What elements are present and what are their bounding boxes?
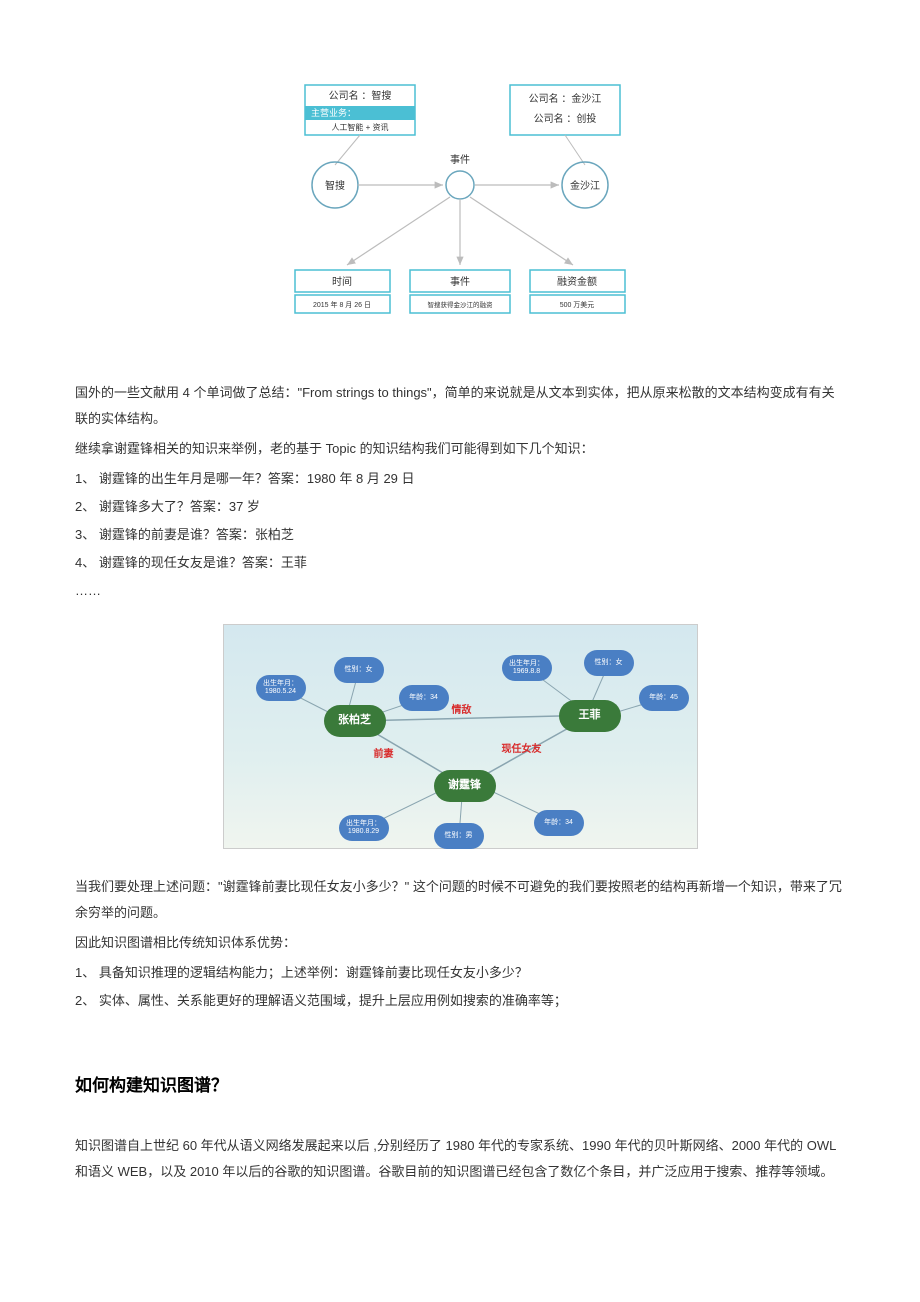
kg-node-xtf: 谢霆锋 xyxy=(434,770,496,802)
kg-node-xtf-age: 年龄：34 xyxy=(534,810,584,836)
d1-bm-value: 智搜获得金沙江的融资 xyxy=(428,300,494,309)
kg-node-zbz-birth: 出生年月： 1980.5.24 xyxy=(256,675,306,701)
d1-left-circle: 智搜 xyxy=(325,179,345,192)
kg-node-xtf-sex: 性别：男 xyxy=(434,823,484,849)
d1-right-circle: 金沙江 xyxy=(570,179,600,192)
paragraph-1: 国外的一些文献用 4 个单词做了总结："From strings to thin… xyxy=(75,380,845,432)
d1-br-title: 融资金额 xyxy=(557,275,597,288)
kg-edge-gf: 现任女友 xyxy=(502,740,542,760)
section-title: 如何构建知识图谱？ xyxy=(75,1069,845,1103)
kg-node-zbz-age: 年龄：34 xyxy=(399,685,449,711)
qa-item-1: 1、 谢霆锋的出生年月是哪一年？答案：1980 年 8 月 29 日 xyxy=(75,466,845,492)
d1-tl-line2: 主营业务： xyxy=(311,107,356,118)
qa-item-3: 3、 谢霆锋的前妻是谁？答案：张柏芝 xyxy=(75,522,845,548)
paragraph-4: 因此知识图谱相比传统知识体系优势： xyxy=(75,930,845,956)
advantage-2: 2、 实体、属性、关系能更好的理解语义范围域，提升上层应用例如搜索的准确率等； xyxy=(75,988,845,1014)
paragraph-5: 知识图谱自上世纪 60 年代从语义网络发展起来以后 ,分别经历了 1980 年代… xyxy=(75,1133,845,1185)
qa-item-4: 4、 谢霆锋的现任女友是谁？答案：王菲 xyxy=(75,550,845,576)
kg-edge-exwife: 前妻 xyxy=(374,745,394,765)
kg-node-xtf-birth: 出生年月： 1980.8.29 xyxy=(339,815,389,841)
event-diagram: 公司名 ：智搜 主营业务： 人工智能 + 资讯 公司名 ：金沙江 公司名 ：创投… xyxy=(75,80,845,330)
d1-bl-title: 时间 xyxy=(332,275,352,288)
qa-item-2: 2、 谢霆锋多大了？答案：37 岁 xyxy=(75,494,845,520)
advantage-1: 1、 具备知识推理的逻辑结构能力；上述举例：谢霆锋前妻比现任女友小多少？ xyxy=(75,960,845,986)
d1-tl-line3: 人工智能 + 资讯 xyxy=(331,122,388,132)
paragraph-3: 当我们要处理上述问题："谢霆锋前妻比现任女友小多少？" 这个问题的时候不可避免的… xyxy=(75,874,845,926)
kg-edge-rival: 情敌 xyxy=(452,701,472,721)
kg-node-wf-age: 年龄：45 xyxy=(639,685,689,711)
d1-tr-line2: 公司名 ：创投 xyxy=(534,112,597,125)
kg-node-wf: 王菲 xyxy=(559,700,621,732)
knowledge-graph-diagram: 张柏芝 王菲 谢霆锋 出生年月： 1980.5.24 性别：女 年龄：34 出生… xyxy=(75,624,845,849)
kg-node-zbz: 张柏芝 xyxy=(324,705,386,737)
kg-node-wf-birth: 出生年月： 1969.8.8 xyxy=(502,655,552,681)
kg-node-wf-sex: 性别：女 xyxy=(584,650,634,676)
kg-node-zbz-sex: 性别：女 xyxy=(334,657,384,683)
d1-tr-line1: 公司名 ：金沙江 xyxy=(529,92,602,105)
d1-bl-value: 2015 年 8 月 26 日 xyxy=(313,300,371,309)
d1-br-value: 500 万美元 xyxy=(560,300,595,309)
paragraph-2: 继续拿谢霆锋相关的知识来举例，老的基于 Topic 的知识结构我们可能得到如下几… xyxy=(75,436,845,462)
qa-item-ellipsis: …… xyxy=(75,578,845,604)
d1-bm-title: 事件 xyxy=(450,275,470,288)
event-diagram-svg: 公司名 ：智搜 主营业务： 人工智能 + 资讯 公司名 ：金沙江 公司名 ：创投… xyxy=(275,80,645,330)
d1-center-label: 事件 xyxy=(450,153,470,166)
d1-tl-line1: 公司名 ：智搜 xyxy=(329,89,392,102)
